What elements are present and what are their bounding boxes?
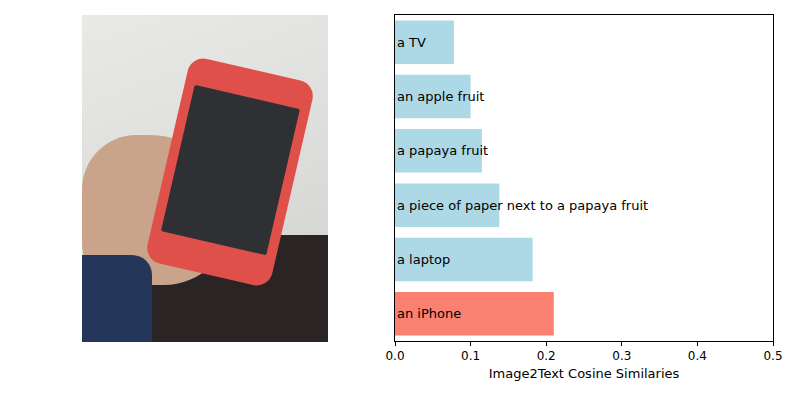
svg-text:a piece of paper next to a pap: a piece of paper next to a papaya fruit <box>397 198 648 213</box>
svg-text:an iPhone: an iPhone <box>397 306 461 321</box>
svg-text:0.1: 0.1 <box>461 349 480 363</box>
svg-text:0.2: 0.2 <box>537 349 556 363</box>
svg-text:0.4: 0.4 <box>688 349 707 363</box>
svg-text:0.5: 0.5 <box>763 349 782 363</box>
svg-text:an apple fruit: an apple fruit <box>397 89 484 104</box>
svg-text:a papaya fruit: a papaya fruit <box>397 143 488 158</box>
svg-text:0.3: 0.3 <box>612 349 631 363</box>
svg-text:a laptop: a laptop <box>397 252 450 267</box>
svg-text:a TV: a TV <box>397 35 426 50</box>
svg-text:Image2Text Cosine Similaries: Image2Text Cosine Similaries <box>489 366 680 381</box>
svg-text:0.0: 0.0 <box>385 349 404 363</box>
